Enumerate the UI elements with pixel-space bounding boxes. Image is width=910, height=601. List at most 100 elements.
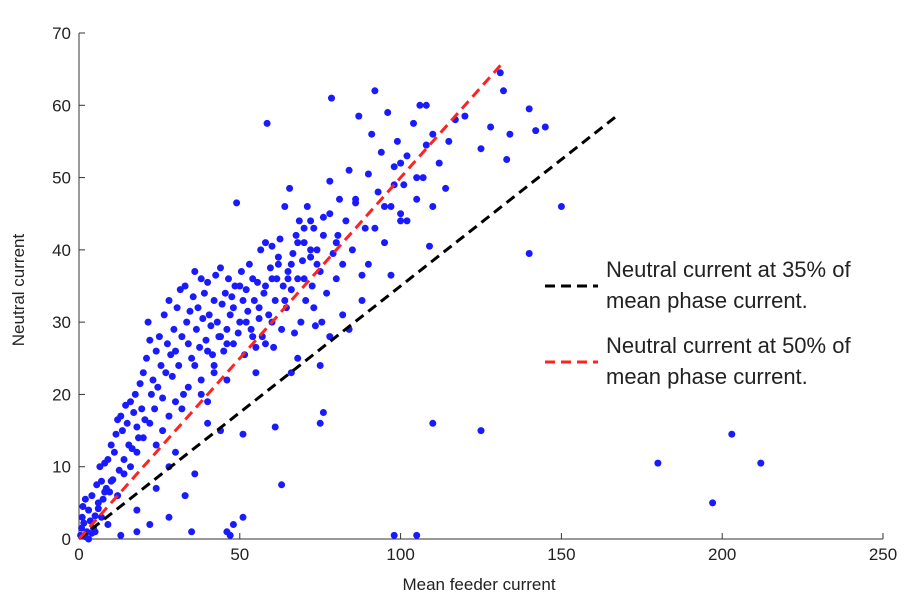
data-point: [152, 347, 160, 355]
data-point: [377, 148, 385, 156]
data-point: [146, 521, 154, 528]
data-point: [184, 340, 192, 348]
data-point: [319, 409, 327, 416]
data-point: [381, 203, 388, 210]
data-point: [239, 297, 247, 304]
data-point: [294, 275, 302, 283]
data-point: [199, 315, 207, 322]
data-point: [300, 275, 308, 283]
data-point: [313, 260, 321, 268]
data-point: [144, 318, 152, 326]
data-point: [387, 203, 395, 210]
x-tick-label: 150: [547, 545, 575, 564]
data-point: [127, 463, 134, 471]
data-point: [654, 459, 662, 467]
data-point: [229, 304, 237, 312]
data-point: [197, 390, 205, 398]
data-point: [262, 282, 269, 290]
data-point: [371, 87, 379, 95]
data-point: [93, 481, 101, 489]
data-point: [184, 383, 192, 391]
data-point: [300, 224, 308, 232]
data-point: [371, 224, 379, 232]
data-point: [316, 362, 324, 369]
data-point: [307, 217, 315, 225]
data-point: [318, 318, 326, 326]
data-point: [413, 195, 421, 203]
data-point: [249, 333, 257, 341]
data-point: [254, 278, 261, 286]
data-point: [332, 239, 340, 247]
data-point: [168, 372, 176, 380]
y-tick-label: 30: [52, 313, 71, 332]
data-point: [223, 376, 231, 384]
data-point: [172, 448, 179, 456]
data-point: [165, 412, 173, 420]
data-point: [308, 282, 316, 290]
data-point: [237, 268, 245, 275]
data-point: [94, 499, 102, 507]
data-point: [334, 231, 342, 239]
data-point: [326, 333, 334, 341]
data-point: [342, 217, 350, 225]
data-point: [218, 300, 226, 308]
data-point: [229, 340, 237, 348]
data-point: [186, 307, 194, 315]
data-point: [160, 311, 168, 319]
data-point: [146, 419, 154, 427]
data-point: [416, 101, 424, 109]
data-point: [255, 304, 263, 312]
data-point: [183, 318, 191, 326]
data-point: [364, 170, 372, 178]
data-point: [307, 253, 315, 261]
data-point: [204, 419, 212, 427]
data-point: [200, 289, 208, 297]
data-point: [170, 325, 178, 333]
data-point: [278, 325, 286, 333]
data-point: [435, 159, 443, 167]
data-point: [88, 529, 96, 537]
data-point: [289, 250, 297, 257]
data-point: [348, 246, 356, 254]
data-point: [78, 513, 86, 521]
data-point: [709, 499, 717, 507]
data-point: [532, 127, 540, 135]
data-point: [381, 239, 388, 247]
data-point: [260, 289, 268, 297]
data-point: [291, 329, 298, 337]
data-point: [217, 264, 224, 272]
data-point: [390, 531, 398, 539]
data-point: [419, 174, 427, 182]
data-point: [262, 239, 269, 247]
data-point: [130, 409, 138, 416]
data-point: [178, 405, 186, 413]
y-tick-label: 40: [52, 241, 71, 260]
data-point: [429, 130, 437, 138]
legend-label: mean phase current.: [606, 364, 808, 389]
data-point: [273, 275, 281, 283]
data-point: [104, 521, 112, 528]
data-point: [294, 354, 302, 362]
data-point: [270, 343, 278, 351]
data-point: [403, 152, 411, 160]
data-point: [242, 286, 250, 294]
data-point: [88, 492, 96, 500]
data-point: [112, 430, 120, 438]
data-point: [245, 260, 253, 268]
y-tick-label: 60: [52, 96, 71, 115]
data-point: [265, 311, 273, 319]
data-point: [196, 343, 204, 351]
data-point: [429, 419, 437, 427]
data-point: [477, 145, 485, 153]
data-point: [239, 430, 247, 438]
data-point: [151, 405, 159, 413]
data-point: [217, 333, 224, 341]
data-point: [252, 369, 260, 377]
data-point: [133, 528, 141, 536]
data-point: [271, 423, 279, 431]
data-point: [336, 195, 343, 203]
data-point: [239, 513, 247, 521]
data-point: [115, 466, 123, 474]
legend-label: Neutral current at 35% of: [606, 257, 851, 282]
data-point: [110, 448, 118, 456]
